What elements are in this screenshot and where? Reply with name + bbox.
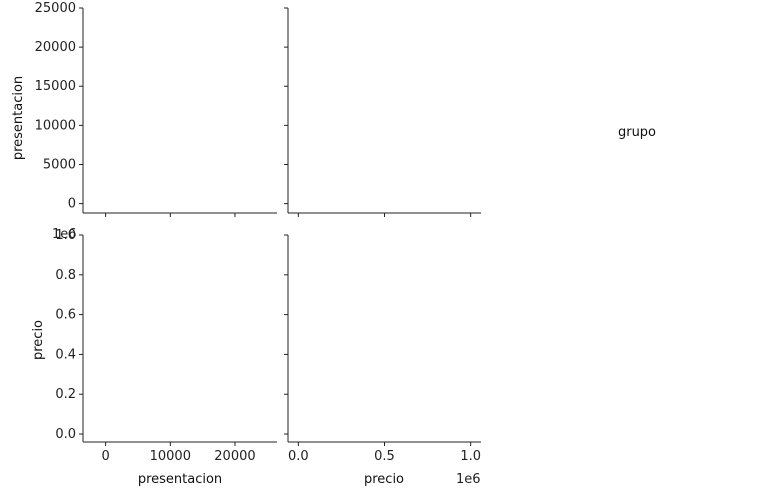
xtick-label: 0.0: [288, 449, 309, 464]
ytick-label: 15000: [35, 79, 76, 94]
ytick-label: 20000: [35, 40, 76, 55]
x-scale-offset-label: 1e6: [456, 472, 481, 487]
y-axis-label-precio: precio: [31, 320, 46, 360]
axis-ticks: 0 5000 10000 15000 20000 25000 0.0 0.2 0.4 0.6 0.8…: [35, 1, 481, 464]
x-axis-label-presentacion: presentacion: [138, 472, 222, 487]
ytick-label: 0: [68, 197, 76, 212]
ytick-label: 5000: [43, 157, 76, 172]
x-axis-label-precio: precio: [364, 472, 404, 487]
ytick-label: 0.0: [55, 427, 76, 442]
ytick-label: 0.4: [55, 347, 76, 362]
y-axis-label-presentacion: presentacion: [11, 76, 26, 160]
xtick-label: 1.0: [460, 449, 481, 464]
ytick-label: 1.0: [55, 228, 76, 243]
legend: grupo: [618, 125, 656, 140]
xtick-label: 20000: [214, 449, 255, 464]
xtick-label: 10000: [150, 449, 191, 464]
y-scale-offset-label: 1e6: [52, 227, 77, 242]
panel-spines: [82, 8, 481, 443]
xtick-label: 0.5: [374, 449, 395, 464]
ytick-label: 0.6: [55, 308, 76, 323]
ytick-label: 0.8: [55, 268, 76, 283]
ytick-label: 0.2: [55, 387, 76, 402]
ytick-label: 25000: [35, 1, 76, 16]
ytick-label: 10000: [35, 118, 76, 133]
xtick-label: 0: [101, 449, 109, 464]
legend-title: grupo: [618, 125, 656, 140]
